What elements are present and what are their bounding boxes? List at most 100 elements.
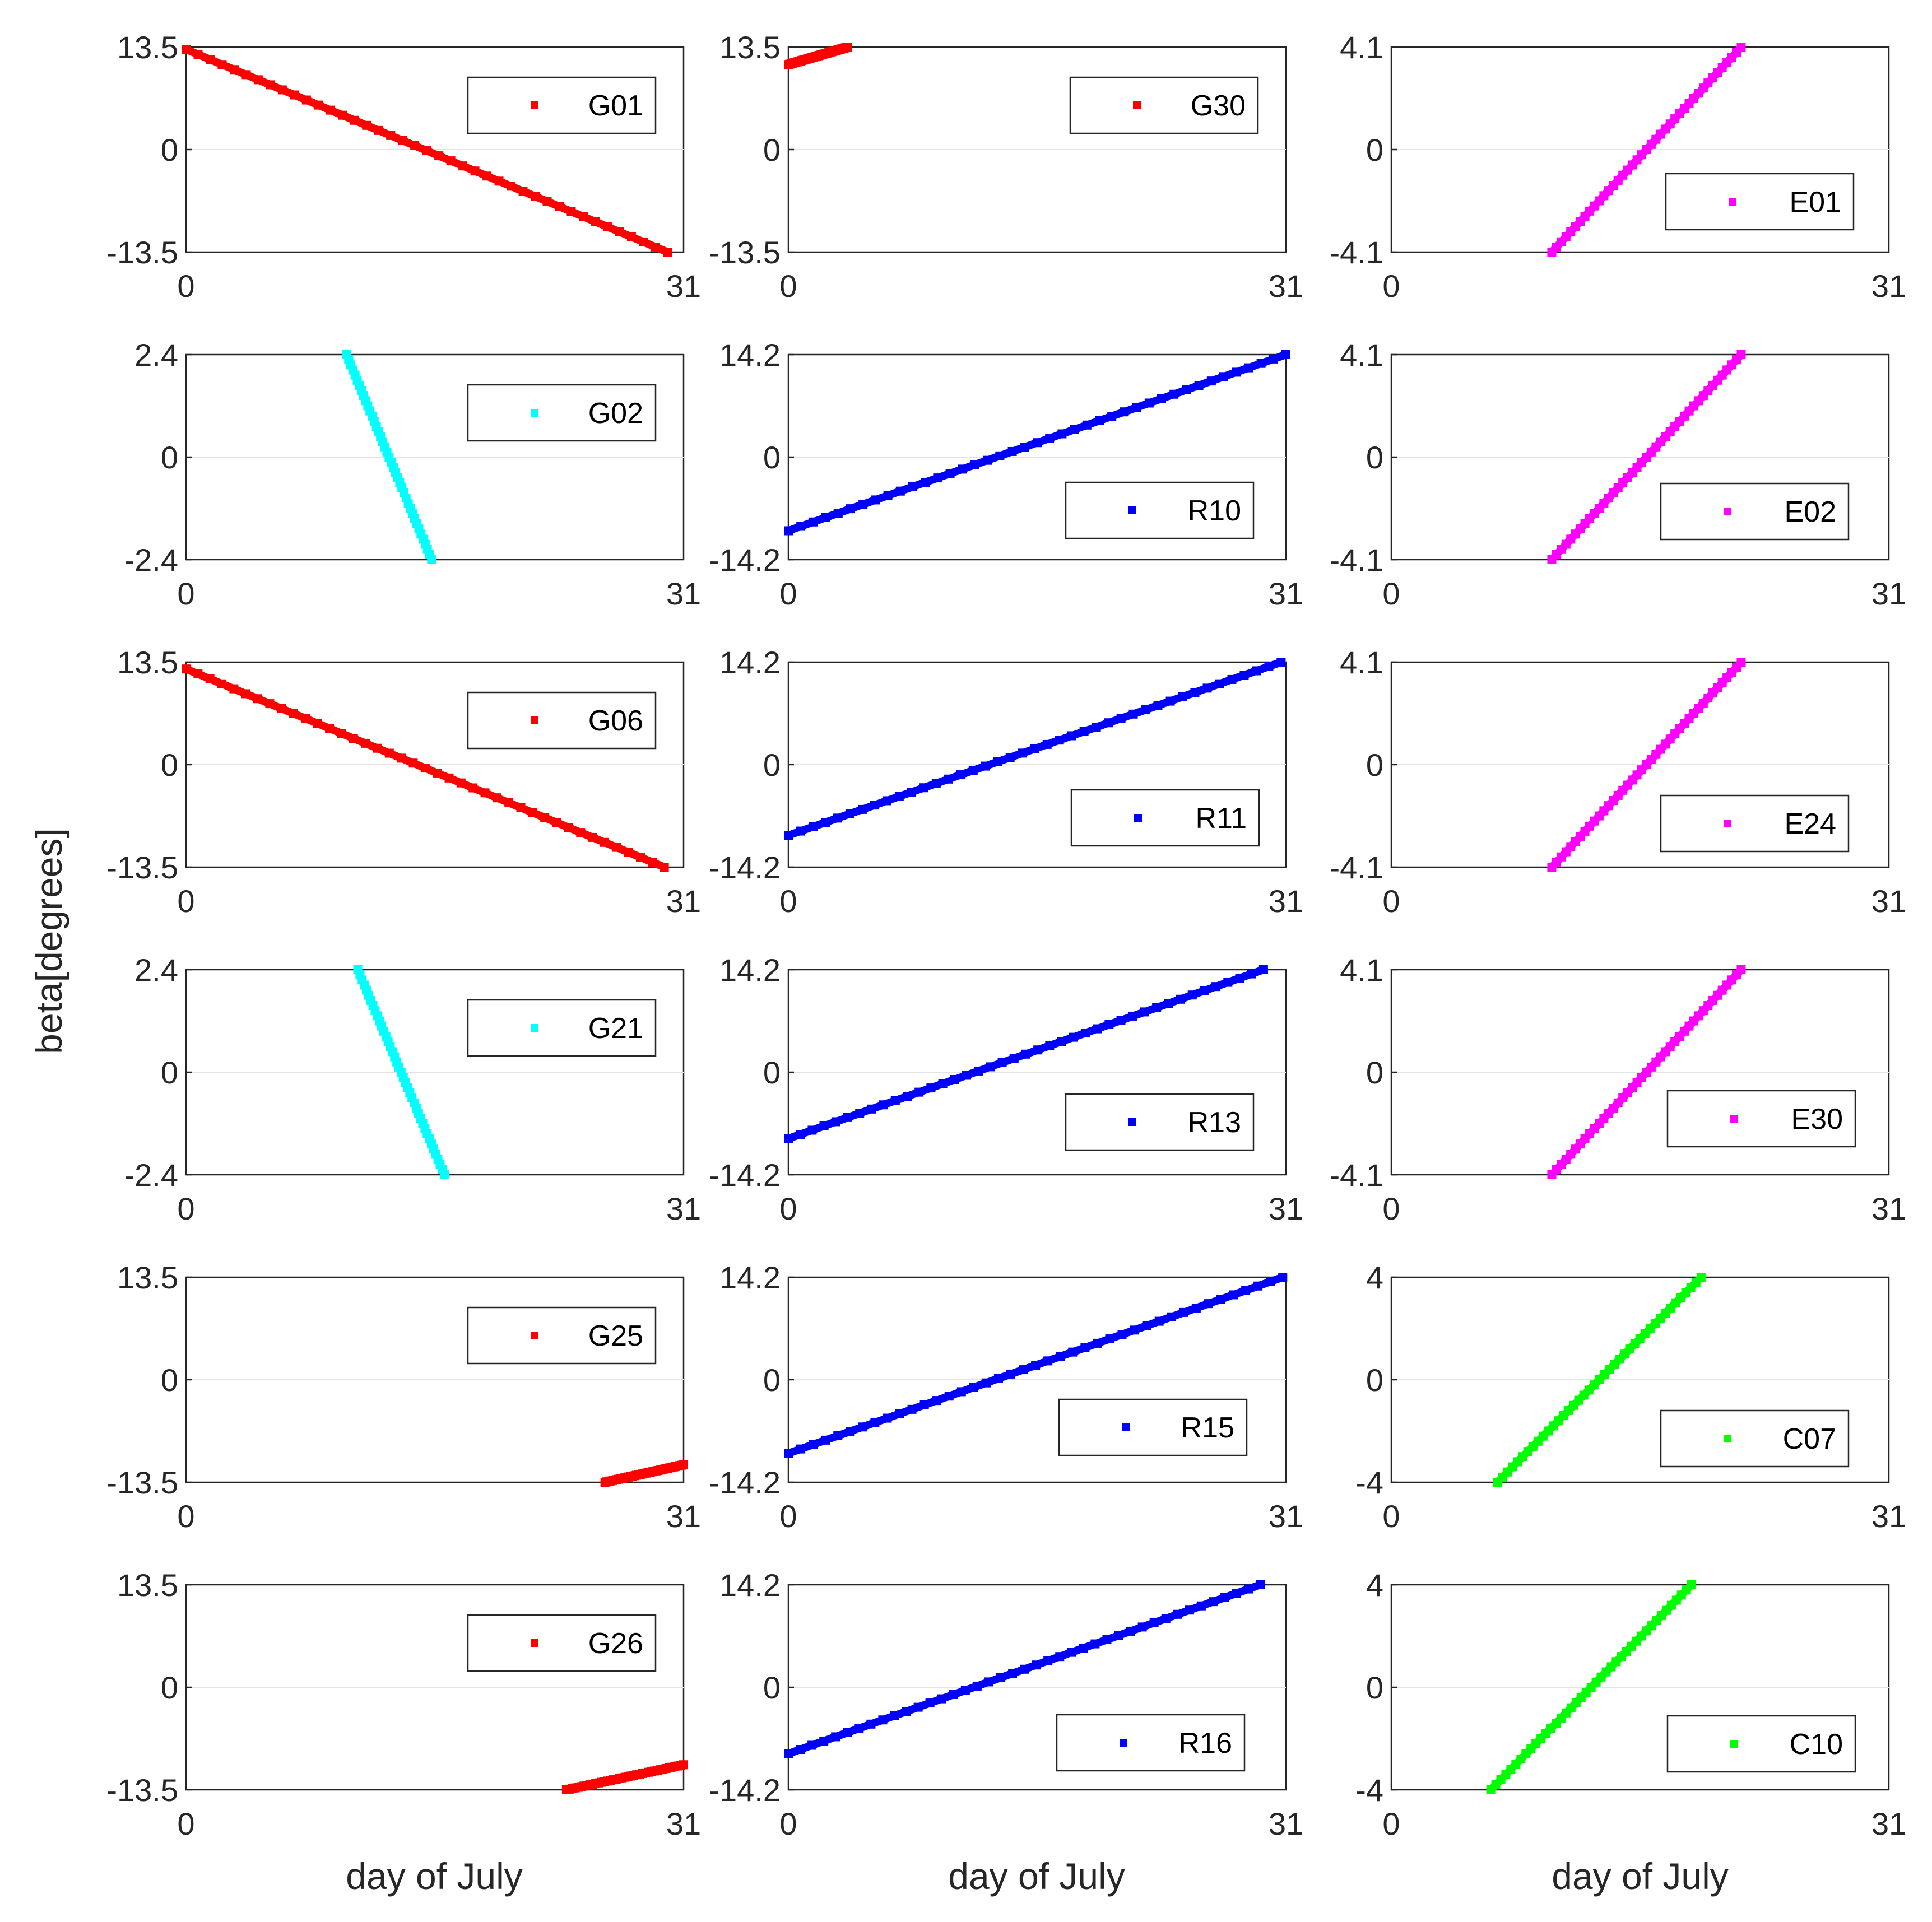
y-tick-label: 4 [1366,1567,1383,1603]
data-point [1281,350,1290,359]
y-tick-label: -4 [1355,1465,1383,1500]
x-tick-label: 0 [1382,576,1400,611]
data-point [878,1715,888,1725]
data-point [784,1449,793,1458]
data-point [1223,978,1233,987]
x-tick-label: 0 [1382,268,1400,304]
data-point [229,65,239,75]
legend-box [467,76,657,134]
data-point [1019,1365,1028,1375]
legend: E02 [1660,482,1850,541]
data-point [1215,679,1224,688]
y-tick-label: 0 [161,1362,178,1398]
x-tick-label: 31 [1269,1191,1303,1226]
data-point [1165,696,1175,706]
data-point [984,1677,993,1687]
data-point [784,831,793,840]
data-point [855,1109,865,1118]
legend-label: E30 [1791,1103,1843,1135]
legend-box [1666,1090,1856,1148]
data-point [576,828,586,837]
data-point [1219,372,1228,381]
data-point [1144,398,1154,408]
y-tick-label: -14.2 [709,1772,781,1808]
data-point [301,95,311,105]
data-point [1092,722,1101,732]
legend-marker [1724,1435,1731,1442]
legend-box [467,384,657,442]
x-tick-label: 31 [1269,883,1303,919]
y-tick-label: -2.4 [124,542,179,578]
legend-label: E01 [1789,186,1841,218]
data-point [193,669,203,679]
data-point [938,1079,948,1088]
x-tick-label: 0 [779,268,797,304]
data-point [1043,1356,1053,1366]
x-tick-label: 0 [779,1806,797,1841]
x-axis-label-col1: day of July [346,1855,523,1897]
legend-label: R15 [1181,1412,1234,1444]
x-tick-label: 0 [177,1498,194,1534]
legend-label: G30 [1191,90,1246,122]
data-point [944,1392,954,1401]
data-point [833,1431,843,1441]
legend-box [1056,1714,1246,1772]
data-point [996,1673,1005,1682]
legend: C07 [1660,1409,1850,1468]
y-tick-label: 0 [1366,1055,1383,1090]
data-point [518,187,528,196]
legend-marker [531,1639,538,1647]
data-point [854,1724,864,1733]
data-point [1258,965,1268,974]
data-point [566,207,576,216]
data-point [831,1732,840,1742]
data-point [480,788,490,798]
data-point [933,473,942,483]
data-point [843,1113,852,1122]
legend-marker [1133,101,1141,109]
y-tick-label: 0 [763,747,781,783]
data-point [624,848,633,857]
data-point [972,1681,982,1691]
data-point [907,787,916,797]
data-point [1152,1003,1162,1012]
legend-box [1065,1093,1255,1151]
data-point [1114,1631,1123,1640]
data-point [926,1083,936,1093]
y-tick-label: 4.1 [1340,645,1383,680]
y-tick-label: 0 [161,440,178,475]
data-point [433,768,442,778]
data-point [879,1100,888,1110]
data-point [492,793,501,803]
y-tick-label: 4.1 [1340,30,1383,65]
data-point [1055,736,1064,745]
data-point [1080,1343,1090,1352]
data-point [921,477,930,487]
data-point [890,1096,900,1105]
data-point [374,125,383,135]
legend-box [1666,1715,1856,1773]
data-point [1269,354,1278,364]
data-point [1157,394,1166,403]
y-axis-label: beta[degrees] [28,828,69,1054]
data-point [809,1440,818,1449]
y-tick-label: 0 [1366,132,1383,167]
y-tick-label: 14.2 [719,1260,781,1295]
legend: G26 [467,1614,657,1672]
y-tick-label: -13.5 [106,1772,178,1808]
data-point [564,823,573,832]
legend-marker [1730,1740,1738,1748]
legend-label: G06 [588,705,643,737]
data-point [1107,412,1117,421]
data-point [1104,718,1113,728]
data-point [1045,434,1055,443]
data-point [1130,1325,1139,1335]
data-point [796,1130,805,1139]
data-point [867,1104,876,1114]
data-point [540,813,550,822]
data-point [494,176,504,186]
